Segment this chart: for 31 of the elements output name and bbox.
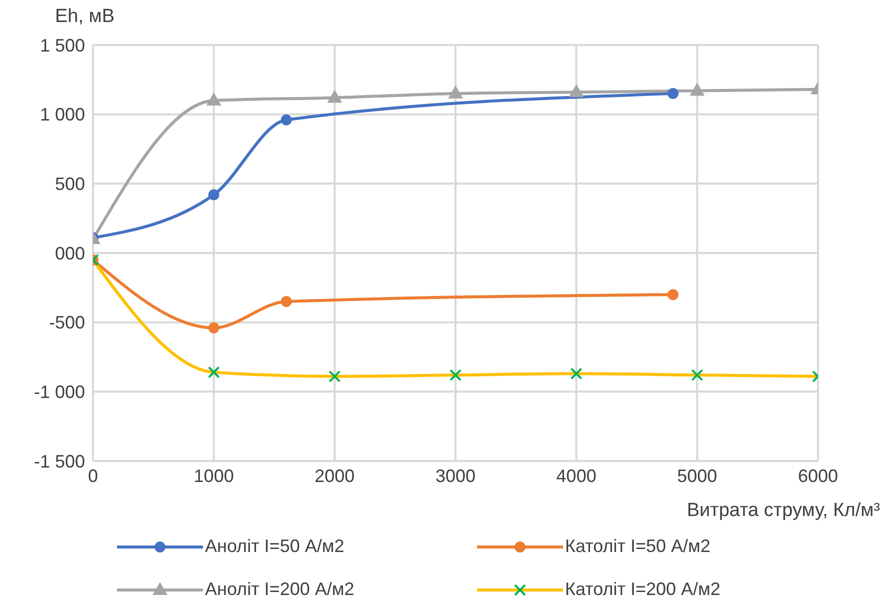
- x-tick-label: 3000: [435, 466, 476, 486]
- legend-label: Аноліт I=50 А/м2: [205, 536, 344, 557]
- point: [668, 88, 678, 100]
- point: [690, 82, 705, 96]
- legend-label: Аноліт I=200 А/м2: [205, 579, 354, 600]
- x-axis-title: Витрата струму, Кл/м³: [686, 500, 880, 522]
- x-tick-label: 2000: [314, 466, 355, 486]
- point: [668, 289, 678, 300]
- legend-label: Католіт I=50 А/м2: [565, 536, 710, 557]
- legend-label: Католіт I=200 А/м2: [565, 579, 720, 600]
- x-tick-label: 1000: [194, 466, 234, 486]
- y-tick-label: 500: [54, 174, 85, 194]
- point: [208, 322, 220, 334]
- x-tick-label: 4000: [556, 466, 596, 486]
- y-tick-label: -1 500: [34, 451, 85, 472]
- point: [327, 90, 342, 103]
- point: [206, 92, 222, 106]
- y-axis-title: Eh, мВ: [55, 6, 115, 28]
- y-tick-label: 1 500: [40, 35, 85, 56]
- point: [280, 114, 292, 126]
- point: [448, 86, 463, 99]
- x-tick-label: 6000: [798, 466, 838, 486]
- point: [280, 296, 292, 308]
- point: [208, 189, 220, 200]
- x-tick-label: 0: [88, 466, 98, 486]
- point: [568, 84, 584, 98]
- y-tick-label: 1 000: [40, 104, 85, 125]
- x-tick-label: 5000: [677, 466, 718, 486]
- y-tick-label: -500: [48, 312, 85, 333]
- y-tick-label: 000: [54, 243, 85, 264]
- y-tick-label: -1 000: [34, 382, 85, 402]
